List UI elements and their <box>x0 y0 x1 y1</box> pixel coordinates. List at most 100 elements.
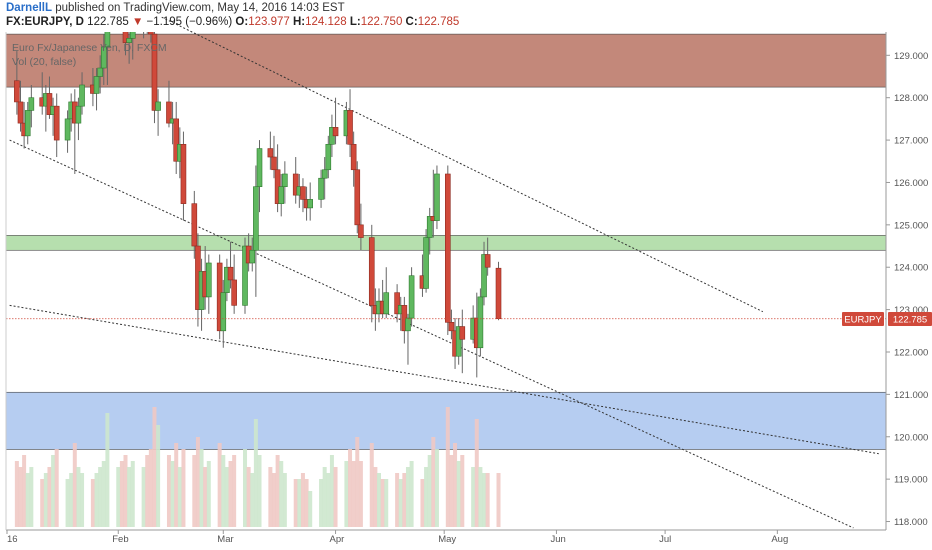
volume-bar <box>246 467 251 527</box>
candle <box>14 80 20 103</box>
candle <box>434 173 440 221</box>
candle <box>321 169 328 179</box>
volume-bar <box>25 473 30 527</box>
candle <box>100 46 107 69</box>
candle <box>307 199 313 209</box>
candle <box>354 169 361 226</box>
volume-bar <box>384 479 389 527</box>
volume-bar <box>250 473 255 527</box>
volume-bar <box>69 473 74 527</box>
volume-bar <box>94 473 99 527</box>
volume-bar <box>268 467 273 527</box>
volume-bar <box>377 473 382 527</box>
volume-bar <box>322 467 327 527</box>
publish-info: DarnellL published on TradingView.com, M… <box>6 2 345 14</box>
volume-bar <box>319 479 324 527</box>
y-tick-label: 120.000 <box>894 432 928 443</box>
candle <box>253 186 259 251</box>
volume-bar <box>29 467 34 527</box>
volume-bar <box>369 443 374 527</box>
volume-bar <box>304 479 309 527</box>
volume-bar <box>398 479 403 527</box>
candle <box>28 97 35 111</box>
volume-bar <box>170 461 175 527</box>
volume-bar <box>482 473 487 527</box>
candle <box>24 110 31 137</box>
candle <box>141 13 146 26</box>
high-value: 124.128 <box>305 16 347 28</box>
candle <box>347 110 353 145</box>
published-text: published on TradingView.com, May 14, 20… <box>55 2 345 14</box>
close-value: 122.785 <box>417 16 460 28</box>
candle <box>173 118 180 162</box>
volume-bar <box>449 455 454 527</box>
volume-bar <box>152 407 157 527</box>
volume-bar <box>199 449 204 527</box>
trendline-0 <box>9 139 854 529</box>
volume-bar <box>148 449 153 527</box>
volume-bar <box>232 455 237 527</box>
y-tick-label: 126.000 <box>894 178 928 189</box>
symbol-label: FX:EURJPY, D <box>6 16 84 28</box>
y-tick-label: 121.000 <box>894 390 928 401</box>
volume-bar <box>195 437 200 527</box>
candle <box>46 93 53 115</box>
volume-bar <box>402 473 407 527</box>
volume-bar <box>424 467 429 527</box>
candle <box>358 224 364 238</box>
candle <box>129 32 136 39</box>
volume-bar <box>14 461 19 527</box>
candle <box>64 118 71 141</box>
volume-bar <box>405 467 410 527</box>
volume-bar <box>181 449 186 527</box>
y-tick-label: 119.000 <box>894 475 928 486</box>
candle <box>408 275 415 319</box>
candle <box>350 144 357 171</box>
candle <box>166 101 172 124</box>
candle <box>79 84 85 107</box>
candle <box>227 266 234 281</box>
candle <box>481 254 487 298</box>
volume-bar <box>101 461 106 527</box>
candle <box>300 186 306 200</box>
volume-bar <box>177 467 182 527</box>
candle <box>231 279 237 306</box>
candle <box>325 144 332 171</box>
x-tick-label: Jul <box>659 534 671 545</box>
candle <box>394 292 400 315</box>
y-tick-label: 122.000 <box>894 347 928 358</box>
last-price: 122.785 <box>87 16 129 28</box>
candle <box>267 148 274 158</box>
volume-bar <box>224 467 229 527</box>
chart-legend: Euro Fx/Japanese Yen, D, FXCM Vol (20, f… <box>12 42 167 68</box>
volume-bar <box>228 461 233 527</box>
price-tag-symbol: EURJPY <box>844 315 882 326</box>
volume-bar <box>174 443 179 527</box>
volume-bar <box>380 479 385 527</box>
y-tick-label: 123.000 <box>894 305 928 316</box>
volume-bar <box>373 467 378 527</box>
volume-bar <box>308 491 313 527</box>
candle <box>220 292 227 332</box>
open-value: 123.977 <box>248 16 290 28</box>
candle <box>271 156 277 171</box>
volume-bar <box>434 449 439 527</box>
author-name[interactable]: DarnellL <box>6 2 53 14</box>
candle <box>405 317 411 332</box>
volume-bar <box>221 455 226 527</box>
candle <box>368 237 375 306</box>
volume-bar <box>453 443 458 527</box>
volume-bar <box>297 479 302 527</box>
volume-bar <box>123 455 128 527</box>
low-label: L: <box>349 16 361 28</box>
volume-bar <box>119 461 124 527</box>
candle <box>477 296 484 349</box>
plot-frame <box>5 32 887 531</box>
volume-bar <box>80 473 85 527</box>
volume-bar <box>217 443 222 527</box>
candle <box>484 254 491 268</box>
volume-bar <box>409 461 414 527</box>
y-axis: 129.000 128.000 127.000 126.000 125.000 124.0… <box>886 51 928 528</box>
volume-bar <box>460 455 465 527</box>
